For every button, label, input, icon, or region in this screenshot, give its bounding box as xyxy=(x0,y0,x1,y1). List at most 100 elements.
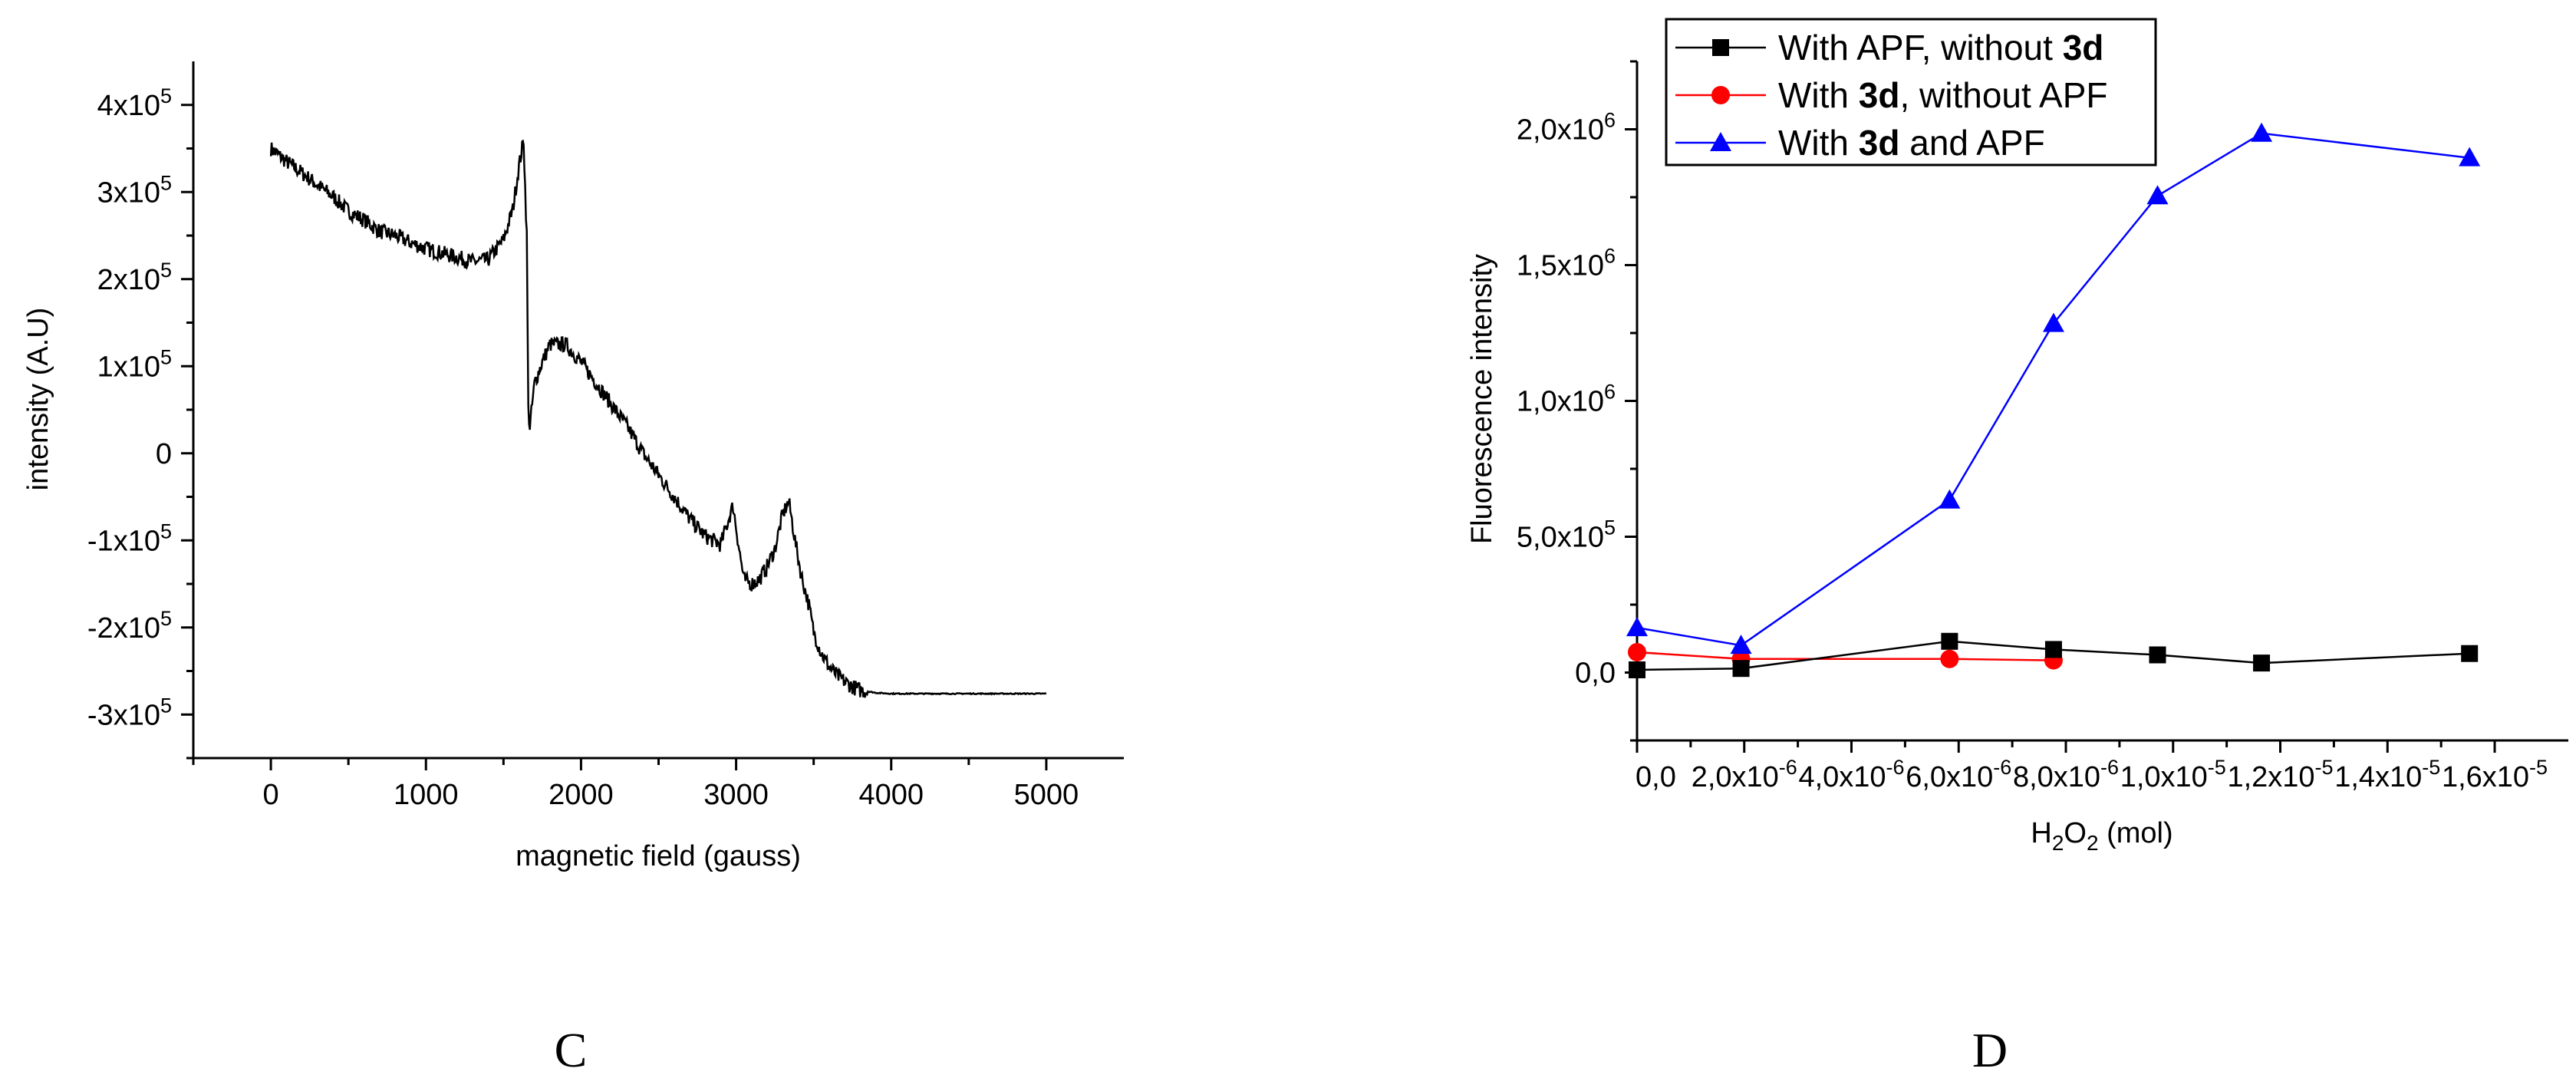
legend-label-bold: 3d xyxy=(1859,75,1900,115)
chart-d-y-label: Fluorescence intensity xyxy=(1466,254,1498,544)
chart-c-y-tick-label-exp: 5 xyxy=(160,84,172,107)
chart-d-x-tick-label: 1,4x10-5 xyxy=(2334,756,2440,793)
chart-d-x-tick-label-base: 6,0x10 xyxy=(1906,761,1993,793)
chart-d-point-0 xyxy=(2461,645,2479,662)
chart-d-x-tick-label-exp: -5 xyxy=(2422,756,2440,779)
chart-c: 0 1000 2000 3000 4000 5000-3x105-2x105-1x1050… xyxy=(22,61,1124,872)
chart-c-x-tick-label: 0 xyxy=(263,779,279,811)
chart-d-x-tick-label-exp: -6 xyxy=(1779,756,1797,779)
chart-d-point-2 xyxy=(1730,635,1752,655)
chart-d-y-tick-label: 1,5x106 xyxy=(1517,245,1616,282)
chart-d-y-tick-label-exp: 6 xyxy=(1604,109,1616,132)
chart-d-point-2 xyxy=(2459,147,2481,167)
chart-d-series-line-1 xyxy=(1636,651,2054,661)
chart-d-x-tick-label: 6,0x10-6 xyxy=(1906,756,2011,793)
chart-c-y-tick-label-base: -1x10 xyxy=(87,525,160,557)
chart-c-y-tick-label-base: 0 xyxy=(156,438,172,470)
chart-d-x-tick-label-exp: -5 xyxy=(2529,756,2548,779)
chart-d-x-tick-label-exp: -6 xyxy=(1886,756,1905,779)
chart-d-point-1 xyxy=(1628,642,1646,661)
legend-label-2: With 3d and APF xyxy=(1778,123,2045,163)
legend-box xyxy=(1665,18,2157,167)
chart-c-y-tick-label: 3x105 xyxy=(97,171,172,209)
chart-c-y-tick-label-base: -2x10 xyxy=(87,612,160,645)
chart-d-x-tick-label: 4,0x10-6 xyxy=(1798,756,1904,793)
chart-d-y-tick-label-base: 2,0x10 xyxy=(1517,114,1604,147)
chart-d-point-0 xyxy=(1941,632,1958,650)
chart-c-y-tick-label: 2x105 xyxy=(97,259,172,296)
chart-d-point-2 xyxy=(2146,185,2169,205)
chart-d-x-tick-label-base: 2,0x10 xyxy=(1692,761,1779,793)
chart-c-y-tick-label-exp: 5 xyxy=(160,171,172,194)
chart-c-y-tick-label: -2x105 xyxy=(87,607,172,645)
chart-d-point-0 xyxy=(1732,660,1750,678)
chart-d-x-tick-label-base: 0,0 xyxy=(1636,761,1676,793)
chart-d-y-tick-label-exp: 6 xyxy=(1604,245,1616,268)
legend-label-bold: 3d xyxy=(2063,28,2104,68)
chart-d-y-tick-label-base: 5,0x10 xyxy=(1517,522,1604,554)
legend-label-pre: With xyxy=(1778,75,1859,115)
chart-c-y-tick-label: 0 xyxy=(156,438,172,470)
chart-d-point-2 xyxy=(1939,489,1961,509)
chart-c-x-tick-label: 3000 xyxy=(703,779,769,811)
chart-c-y-tick-label-base: 4x10 xyxy=(97,90,160,122)
legend-label-bold: 3d xyxy=(1859,123,1900,163)
chart-d-point-0 xyxy=(2149,646,2166,664)
chart-c-y-tick-label-exp: 5 xyxy=(160,345,172,368)
legend-label-post: and APF xyxy=(1899,123,2044,163)
chart-c-series-line xyxy=(269,139,1047,698)
chart-d-x-tick-label: 1,0x10-5 xyxy=(2120,756,2226,793)
chart-d-y-tick-label: 2,0x106 xyxy=(1517,109,1616,147)
legend-label-pre: With APF, without xyxy=(1778,28,2063,68)
chart-d-x-tick-label: 8,0x10-6 xyxy=(2013,756,2119,793)
legend-label-0: With APF, without 3d xyxy=(1778,28,2103,68)
chart-d-x-tick-label: 1,2x10-5 xyxy=(2227,756,2333,793)
chart-d-y-tick-label-base: 1,0x10 xyxy=(1517,386,1604,418)
chart-c-y-tick-label-exp: 5 xyxy=(160,519,172,542)
chart-c-y-tick-label: 4x105 xyxy=(97,84,172,122)
chart-c-y-label: intensity (A.U) xyxy=(22,308,54,491)
chart-d-x-label-sub2: 2 xyxy=(2087,831,2099,855)
chart-c-y-tick-label-exp: 5 xyxy=(160,607,172,630)
chart-d-x-tick-label: 1,6x10-5 xyxy=(2442,756,2548,793)
chart-d-x-tick-label: 0,0 xyxy=(1636,761,1676,793)
chart-d-x-label-sub1: 2 xyxy=(2052,831,2064,855)
chart-c-y-tick-label: -3x105 xyxy=(87,694,172,731)
chart-d-point-2 xyxy=(1626,617,1648,637)
chart-d-point-0 xyxy=(2044,641,2062,658)
chart-c-y-tick-label-exp: 5 xyxy=(160,259,172,282)
chart-d-x-tick-label-base: 1,6x10 xyxy=(2442,761,2529,793)
chart-d-x-tick-label-base: 1,2x10 xyxy=(2227,761,2314,793)
chart-c-x-tick-label: 2000 xyxy=(548,779,614,811)
chart-d-x-tick-label: 2,0x10-6 xyxy=(1692,756,1797,793)
panel-label-c: C xyxy=(555,1023,588,1075)
chart-d-x-tick-label-exp: -6 xyxy=(1993,756,2011,779)
chart-d-y-tick-label: 5,0x105 xyxy=(1517,516,1616,554)
chart-d-y-tick-label: 1,0x106 xyxy=(1517,381,1616,418)
chart-c-x-tick-label: 5000 xyxy=(1014,779,1079,811)
chart-d-x-tick-label-base: 4,0x10 xyxy=(1798,761,1886,793)
chart-c-x-tick-label: 4000 xyxy=(858,779,924,811)
legend-marker-1 xyxy=(1711,86,1730,104)
chart-d-x-tick-label-base: 1,0x10 xyxy=(2120,761,2208,793)
legend-label-pre: With xyxy=(1778,123,1859,163)
legend-label-post: , without APF xyxy=(1899,75,2107,115)
chart-d-y-tick-label-exp: 5 xyxy=(1604,516,1616,539)
chart-d-y-tick-label-base: 0,0 xyxy=(1575,658,1616,690)
chart-d-x-tick-label-exp: -6 xyxy=(2100,756,2119,779)
chart-d-ticks: 0,0 2,0x10-6 4,0x10-6 6,0x10-6 8,0x10-6 1,0x1… xyxy=(1517,60,2548,793)
chart-d-x-tick-label-exp: -5 xyxy=(2208,756,2226,779)
chart-d-x-tick-label-base: 8,0x10 xyxy=(2013,761,2100,793)
chart-c-y-tick-label-base: 1x10 xyxy=(97,351,160,383)
chart-c-ticks: 0 1000 2000 3000 4000 5000-3x105-2x105-1x1050… xyxy=(87,84,1079,811)
chart-d-y-tick-label: 0,0 xyxy=(1575,658,1616,690)
chart-d-x-tick-label-base: 1,4x10 xyxy=(2334,761,2422,793)
chart-c-y-tick-label: 1x105 xyxy=(97,345,172,383)
chart-d-x-tick-label-exp: -5 xyxy=(2315,756,2334,779)
chart-d-x-label: H2O2 (mol) xyxy=(2031,817,2172,855)
chart-d-point-2 xyxy=(2042,312,2064,332)
chart-c-y-tick-label-base: 2x10 xyxy=(97,264,160,296)
chart-c-x-label: magnetic field (gauss) xyxy=(516,840,801,872)
chart-d-y-tick-label-base: 1,5x10 xyxy=(1517,250,1604,282)
